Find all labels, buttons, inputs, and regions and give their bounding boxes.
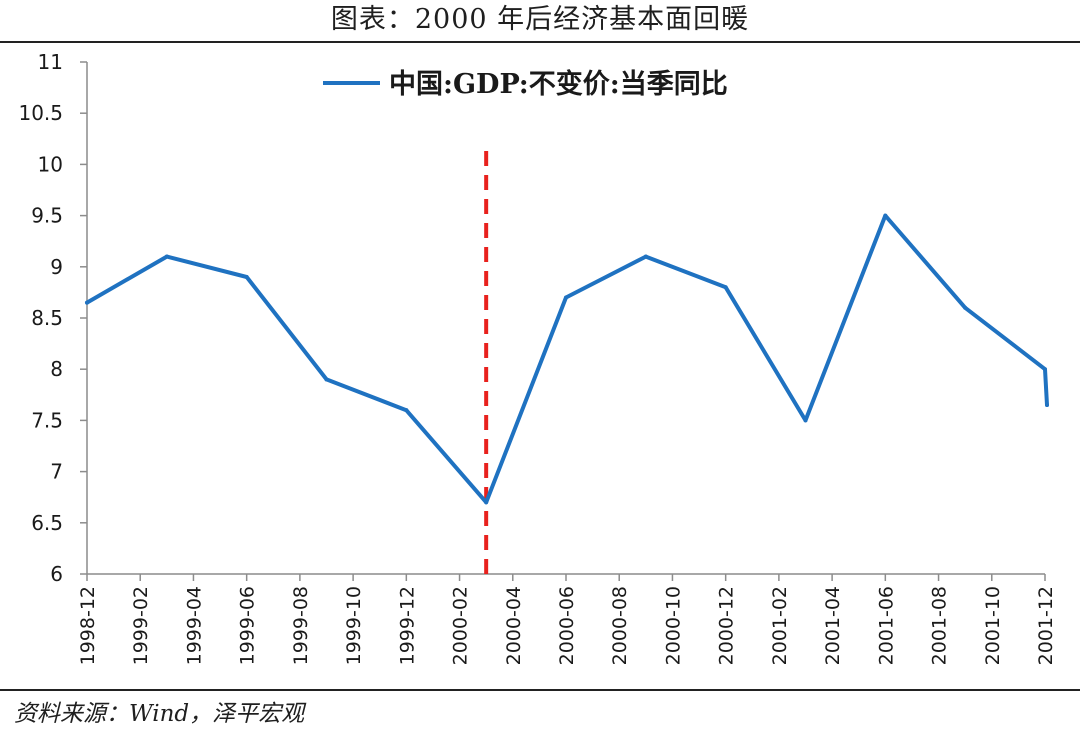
x-tick-label: 2000-06 bbox=[556, 586, 578, 665]
y-tick-label: 11 bbox=[38, 50, 63, 74]
x-tick-label: 1999-10 bbox=[343, 586, 365, 665]
x-tick-label: 2000-08 bbox=[609, 586, 631, 665]
data-point bbox=[324, 377, 329, 382]
x-tick-label: 1999-12 bbox=[396, 586, 418, 665]
x-tick-label: 2001-02 bbox=[769, 586, 791, 665]
x-tick-label: 2001-04 bbox=[822, 586, 844, 665]
x-tick-label: 1998-12 bbox=[77, 586, 99, 665]
series-group bbox=[85, 213, 1049, 505]
x-axis: 1998-12 1999-02 1999-04 1999-06 1999-08 1999-… bbox=[77, 573, 1057, 665]
y-tick-label: 9 bbox=[50, 255, 63, 279]
x-tick-label: 1999-02 bbox=[130, 586, 152, 665]
data-point bbox=[244, 275, 249, 280]
data-point bbox=[1043, 367, 1047, 372]
footer-divider bbox=[0, 689, 1080, 691]
x-tick-label: 1999-08 bbox=[290, 586, 312, 665]
legend-label: 中国:GDP:不变价:当季同比 bbox=[389, 68, 728, 100]
y-tick-label: 8 bbox=[50, 357, 63, 381]
y-tick-label: 7.5 bbox=[31, 408, 63, 432]
data-point bbox=[803, 418, 808, 423]
x-tick-label: 2000-10 bbox=[662, 586, 684, 665]
y-tick-label: 8.5 bbox=[31, 306, 63, 330]
y-tick-label: 10.5 bbox=[18, 101, 63, 125]
x-tick-label: 2000-12 bbox=[716, 586, 738, 665]
x-tick-label: 1999-06 bbox=[237, 586, 259, 665]
x-tick-label: 2001-08 bbox=[929, 586, 951, 665]
y-tick-label: 6.5 bbox=[31, 511, 63, 535]
data-point bbox=[564, 295, 568, 300]
data-point bbox=[164, 254, 169, 259]
title-divider bbox=[0, 41, 1080, 43]
data-point bbox=[883, 213, 888, 218]
x-tick-label: 2000-02 bbox=[450, 586, 472, 665]
y-tick-label: 9.5 bbox=[31, 204, 63, 228]
x-tick-label: 2001-12 bbox=[1035, 586, 1057, 665]
data-point bbox=[484, 500, 489, 505]
data-point bbox=[85, 300, 89, 305]
series-line bbox=[85, 213, 1049, 505]
y-axis: 11 10.5 10 9.5 9 8.5 8 7.5 7 6.5 6 bbox=[18, 50, 88, 586]
legend: 中国:GDP:不变价:当季同比 bbox=[323, 68, 728, 100]
source-note: 资料来源：Wind，泽平宏观 bbox=[14, 701, 305, 727]
y-tick-label: 7 bbox=[50, 460, 63, 484]
x-tick-label: 1999-04 bbox=[183, 586, 205, 665]
y-tick-label: 6 bbox=[50, 562, 63, 586]
data-point bbox=[1045, 403, 1049, 408]
data-point bbox=[643, 254, 648, 259]
data-point bbox=[404, 408, 409, 413]
page-title: 图表：2000 年后经济基本面回暖 bbox=[330, 4, 750, 35]
x-tick-label: 2001-10 bbox=[982, 586, 1004, 665]
x-tick-label: 2000-04 bbox=[503, 586, 525, 665]
x-tick-label: 2001-06 bbox=[875, 586, 897, 665]
data-point bbox=[723, 285, 728, 290]
data-point bbox=[963, 305, 968, 310]
y-tick-label: 10 bbox=[38, 152, 63, 176]
